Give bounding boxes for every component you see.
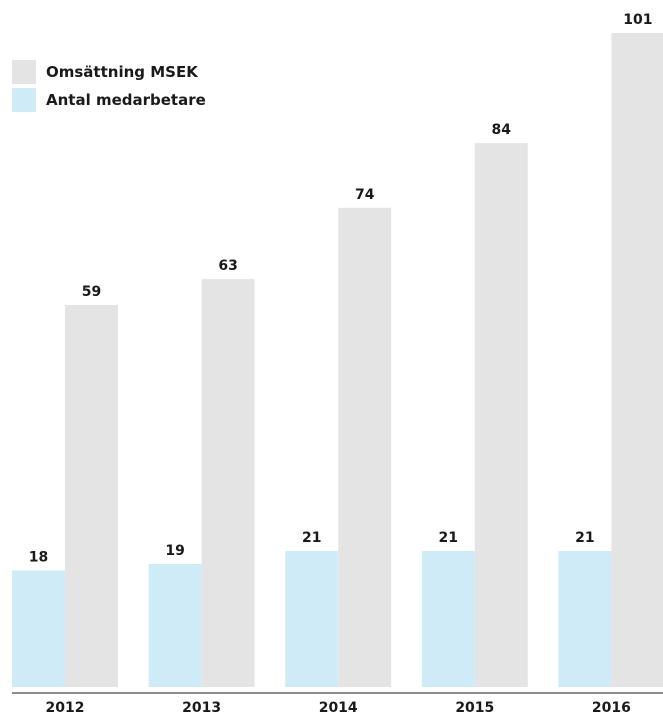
legend-swatch-medarbetare xyxy=(12,88,36,112)
data-label-omsattning-2012: 59 xyxy=(82,284,101,300)
data-label-medarbetare-2014: 21 xyxy=(302,530,321,546)
legend-swatch-omsattning xyxy=(12,60,36,84)
bar-medarbetare-2014 xyxy=(285,551,339,687)
bar-medarbetare-2012 xyxy=(12,570,65,687)
bar-omsattning-2015 xyxy=(474,143,528,688)
bar-omsattning-2012 xyxy=(65,305,118,687)
bar-medarbetare-2015 xyxy=(421,551,475,687)
bar-omsattning-2016 xyxy=(611,33,663,687)
data-label-omsattning-2014: 74 xyxy=(355,187,375,203)
data-label-medarbetare-2013: 19 xyxy=(165,543,184,559)
legend-label-medarbetare: Antal medarbetare xyxy=(46,91,206,109)
x-tick-label-2012: 2012 xyxy=(46,700,85,716)
chart-legend: Omsättning MSEK Antal medarbetare xyxy=(12,60,206,116)
data-label-omsattning-2013: 63 xyxy=(218,258,237,274)
bar-medarbetare-2013 xyxy=(148,564,202,687)
x-tick-label-2013: 2013 xyxy=(182,700,221,716)
legend-label-omsattning: Omsättning MSEK xyxy=(46,63,198,81)
bar-medarbetare-2016 xyxy=(558,551,612,687)
legend-item-medarbetare: Antal medarbetare xyxy=(12,88,206,112)
data-label-omsattning-2015: 84 xyxy=(492,122,512,138)
bar-omsattning-2014 xyxy=(338,207,392,688)
data-label-medarbetare-2012: 18 xyxy=(29,549,48,565)
legend-item-omsattning: Omsättning MSEK xyxy=(12,60,206,84)
x-tick-label-2015: 2015 xyxy=(455,700,494,716)
data-label-medarbetare-2015: 21 xyxy=(439,530,458,546)
data-label-medarbetare-2016: 21 xyxy=(575,530,594,546)
x-tick-label-2016: 2016 xyxy=(592,700,631,716)
data-label-omsattning-2016: 101 xyxy=(623,12,652,28)
bar-omsattning-2013 xyxy=(201,279,255,687)
x-tick-label-2014: 2014 xyxy=(319,700,358,716)
